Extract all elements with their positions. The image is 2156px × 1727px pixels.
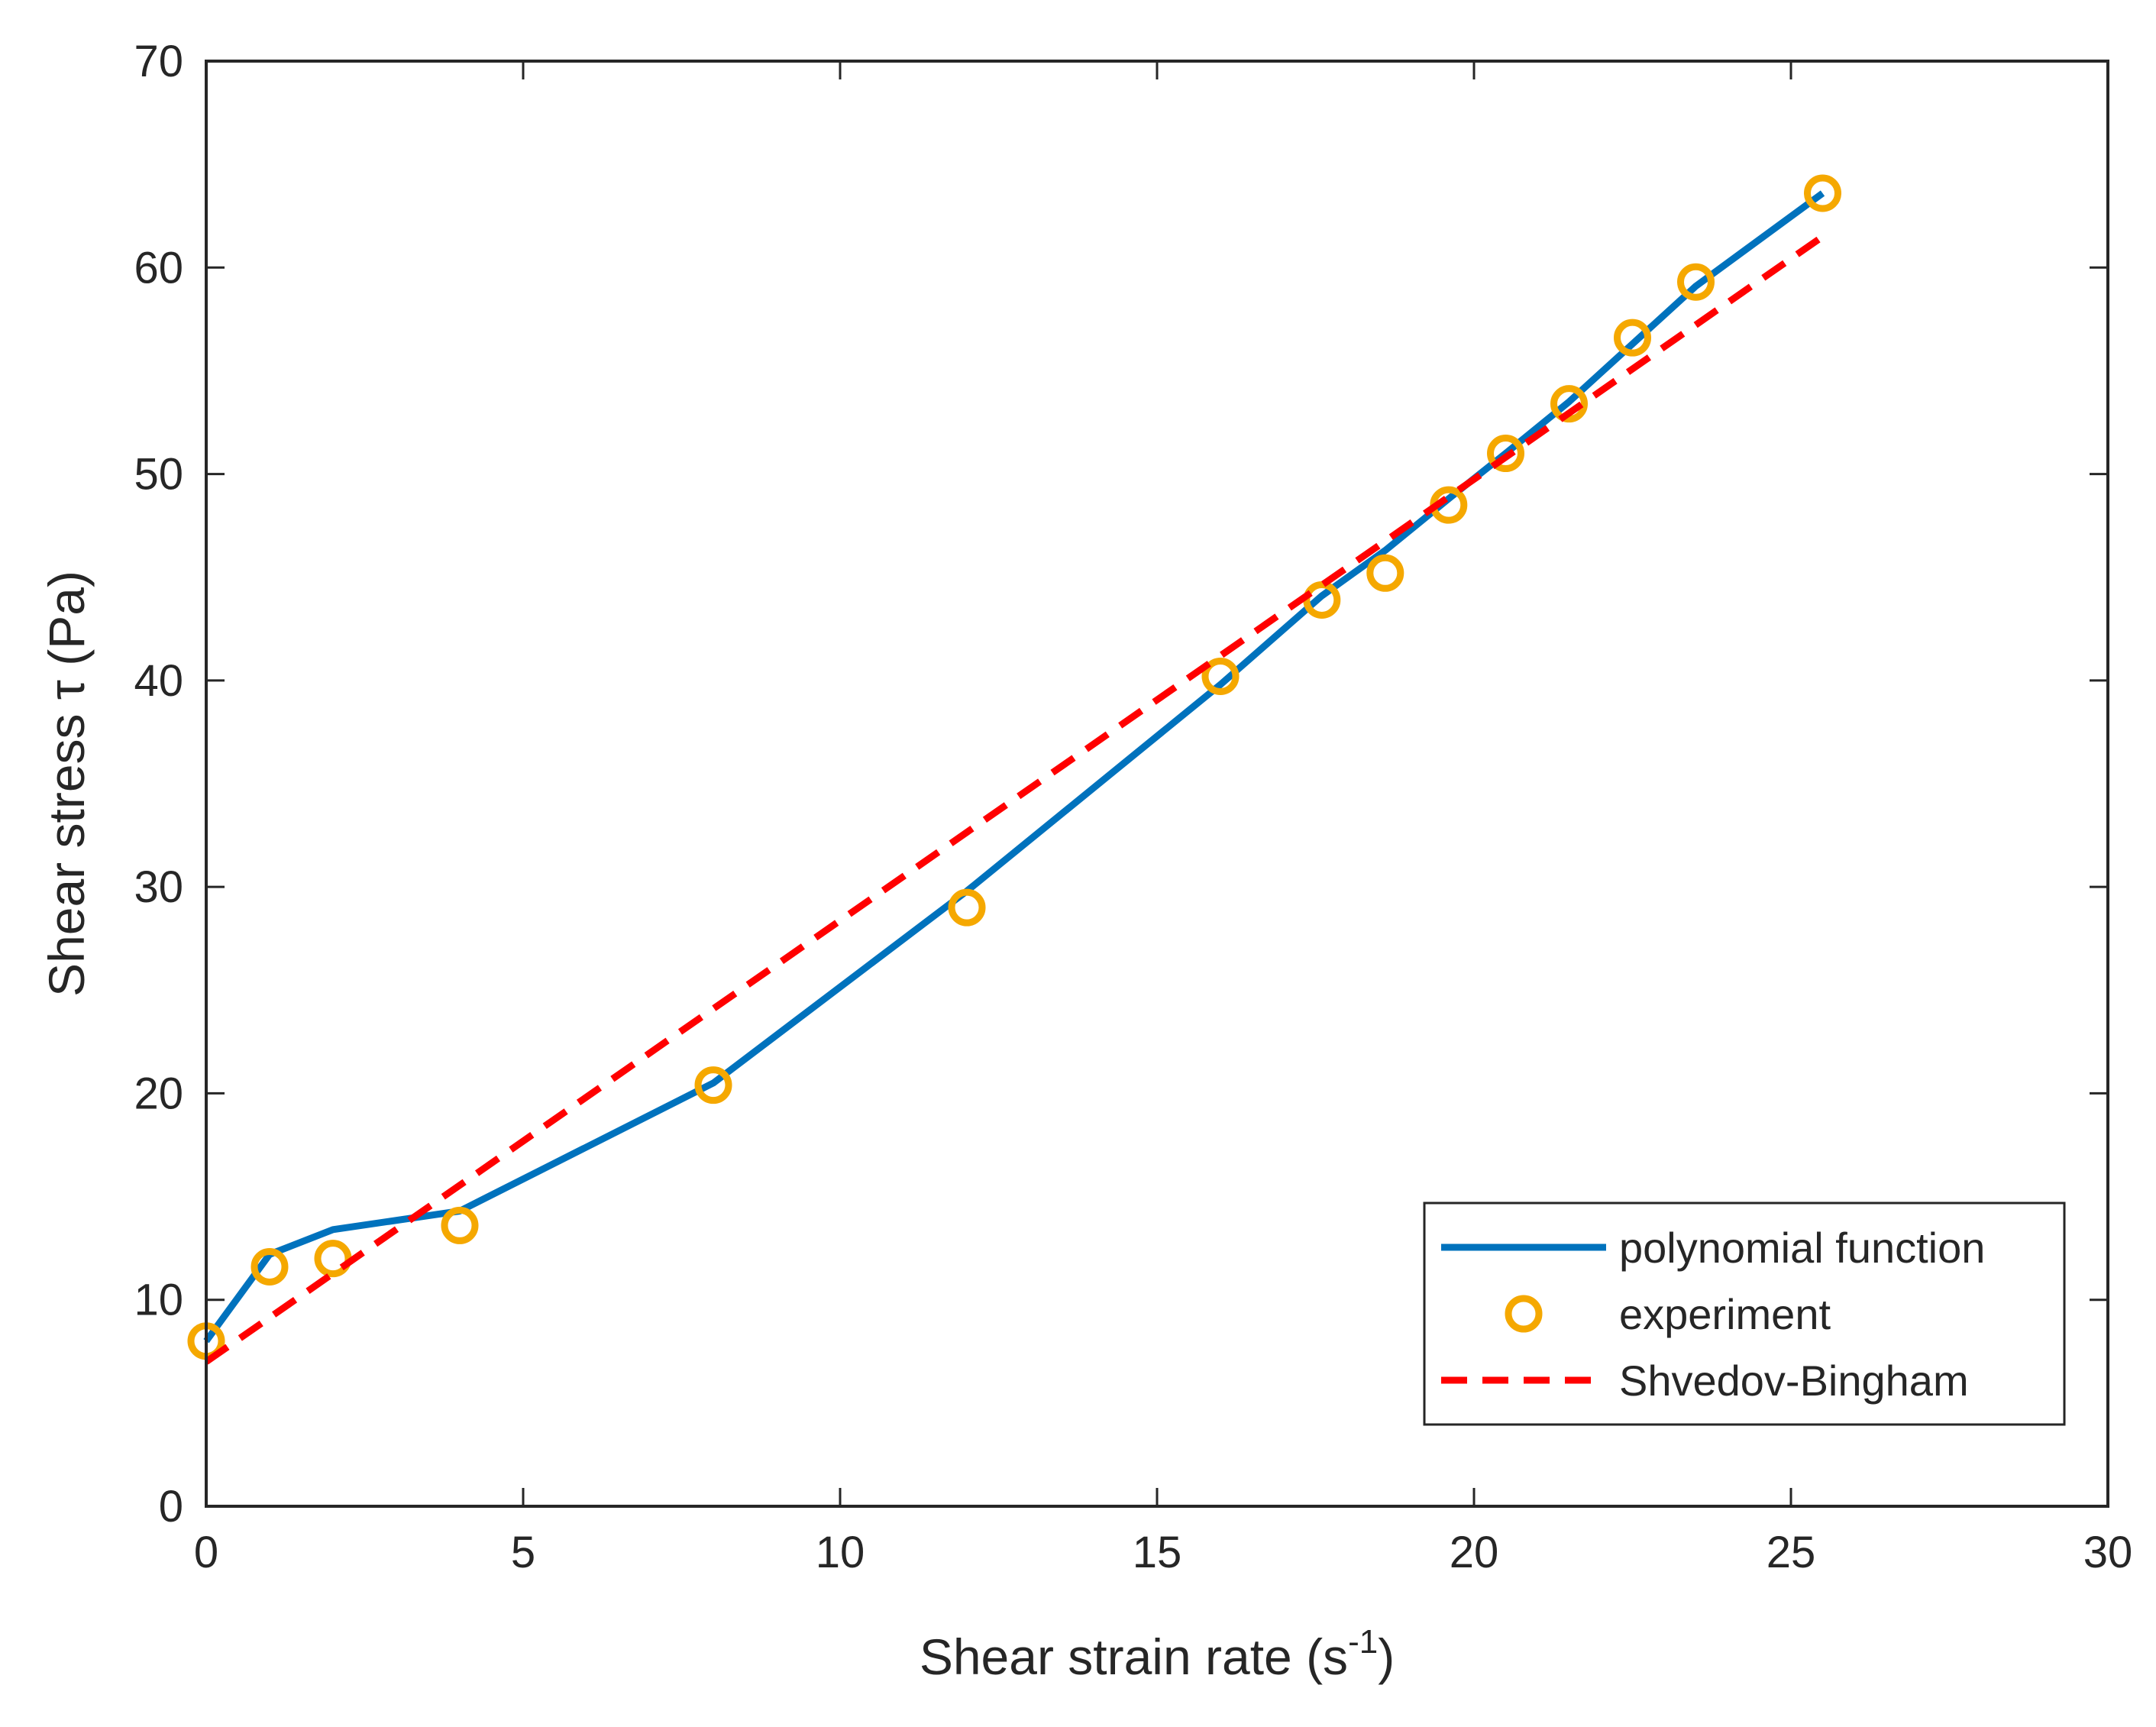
experiment-marker-14 xyxy=(1804,174,1841,212)
experiment-marker-8 xyxy=(1366,554,1404,592)
legend-item-shvedov-bingham: Shvedov-Bingham xyxy=(1441,1357,1969,1405)
experiment-marker-13 xyxy=(1677,263,1715,301)
y-axis-title: Shear stress τ (Pa) xyxy=(38,571,95,997)
x-tick-label-5: 25 xyxy=(1766,1528,1816,1577)
x-tick-label-1: 5 xyxy=(511,1528,535,1577)
y-tick-label-1: 10 xyxy=(134,1276,183,1325)
series-layer xyxy=(187,174,1841,1365)
x-tick-label-0: 0 xyxy=(194,1528,218,1577)
y-tick-label-2: 20 xyxy=(134,1069,183,1118)
legend-box xyxy=(1423,1201,2066,1426)
polynomial-function-line xyxy=(203,190,1825,1344)
x-tick-label-4: 20 xyxy=(1450,1528,1499,1577)
y-tick-label-5: 50 xyxy=(134,450,183,500)
x-axis-title: Shear strain rate (s-1) xyxy=(920,1623,1395,1685)
y-tick-label-6: 60 xyxy=(134,243,183,293)
experiment-marker-3 xyxy=(441,1206,479,1244)
tick-labels: 0 5 10 15 20 25 30 0 10 20 30 40 50 60 70 xyxy=(134,37,2132,1577)
experiment-marker-6 xyxy=(1201,657,1240,695)
experiment-marker-12 xyxy=(1614,319,1651,357)
x-tick-label-2: 10 xyxy=(816,1528,865,1577)
legend-item-polynomial-function: polynomial function xyxy=(1441,1224,1985,1272)
x-tick-label-6: 30 xyxy=(2083,1528,2133,1577)
experiment-marker-1 xyxy=(251,1247,289,1286)
experiment-marker-2 xyxy=(314,1240,352,1278)
experiment-marker-4 xyxy=(694,1066,732,1104)
experiment-marker-10 xyxy=(1487,435,1524,473)
legend: polynomial function experiment Shvedov-Bin… xyxy=(1423,1201,2066,1426)
experiment-marker-11 xyxy=(1550,385,1588,423)
experiment-marker-5 xyxy=(948,888,986,927)
legend-item-experiment: experiment xyxy=(1505,1290,1831,1338)
y-tick-label-4: 40 xyxy=(134,656,183,706)
legend-label-2: Shvedov-Bingham xyxy=(1619,1357,1969,1405)
legend-label-0: polynomial function xyxy=(1619,1224,1985,1272)
y-tick-label-3: 30 xyxy=(134,862,183,912)
y-tick-label-0: 0 xyxy=(159,1482,183,1531)
y-tick-label-7: 70 xyxy=(134,37,183,86)
legend-swatch-experiment xyxy=(1505,1295,1543,1333)
plot-area-frame xyxy=(205,60,2109,1508)
x-tick-label-3: 15 xyxy=(1133,1528,1182,1577)
legend-label-1: experiment xyxy=(1619,1290,1831,1338)
